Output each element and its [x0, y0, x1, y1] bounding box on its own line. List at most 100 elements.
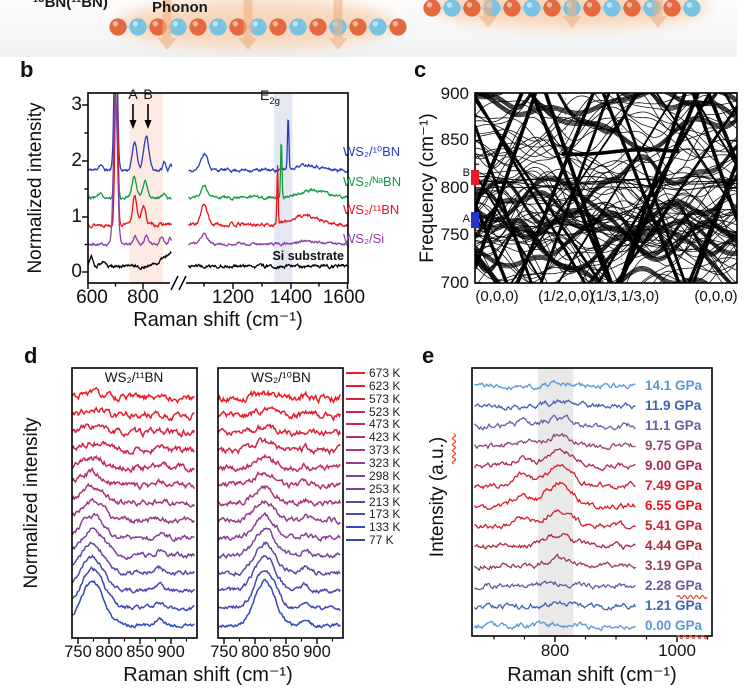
peak-A-annotation: A	[128, 86, 138, 102]
e2g-annotation: E2g	[260, 87, 280, 107]
phonon-band	[476, 93, 737, 116]
phonon-band	[475, 182, 737, 187]
series-label-si-substrate: Si substrate	[272, 249, 344, 263]
phonon-band	[475, 93, 737, 120]
phonon-band	[475, 218, 737, 268]
axis-tick-label: 900	[303, 643, 331, 661]
phonon-band	[475, 170, 737, 220]
legend-temperature-label: 173 K	[369, 507, 401, 522]
legend-color-line	[346, 513, 365, 516]
phonon-band	[475, 166, 737, 224]
phonon-band	[475, 156, 737, 223]
mode-marker-B-label: B	[462, 167, 470, 179]
legend-temperature-label: 77 K	[369, 533, 394, 548]
pressure-spectrum-curve	[473, 481, 636, 511]
raman-spectrum-curve	[187, 232, 348, 247]
phonon-band-strong	[475, 93, 737, 283]
series-label-ws2-11bn: WS₂/¹¹BN	[343, 202, 400, 217]
phonon-band	[528, 93, 737, 152]
plot-frame	[474, 92, 738, 284]
phonon-band	[475, 101, 737, 159]
legend-item: 423 K	[346, 430, 400, 444]
phonon-band	[475, 210, 737, 275]
phonon-band	[475, 200, 737, 283]
phonon-band	[475, 221, 737, 271]
phonon-band	[475, 222, 702, 283]
legend-temperature-label: 213 K	[369, 494, 401, 509]
phonon-band	[475, 175, 737, 258]
pressure-label: 9.00 GPa	[645, 458, 703, 473]
panel-e-y-axis-title: Intensity (a.u.)	[427, 436, 449, 558]
axis-tick-label: 900	[440, 84, 469, 104]
axis-break-gap	[170, 277, 186, 289]
phonon-band	[475, 221, 705, 283]
temperature-spectrum-curve	[218, 527, 341, 560]
phonon-band	[475, 93, 737, 153]
phonon-band	[475, 93, 737, 118]
pressure-spectrum-curve	[473, 414, 636, 431]
phonon-band	[475, 148, 737, 239]
phonon-band	[475, 93, 737, 159]
panel-c-y-axis-title: Frequency (cm⁻¹)	[417, 113, 439, 263]
pressure-label: 5.41 GPa	[645, 518, 703, 533]
phonon-band	[483, 93, 737, 113]
phonon-band	[475, 93, 737, 167]
temperature-spectrum-curve	[72, 527, 196, 561]
axis-tick-label: 900	[157, 643, 185, 661]
phonon-band	[481, 93, 737, 114]
legend-color-line	[346, 461, 365, 464]
phonon-band	[475, 166, 737, 255]
phonon-band	[625, 93, 737, 116]
phonon-band-strong	[475, 98, 737, 283]
subpanel-title-11bn: WS₂/¹¹BN	[104, 370, 164, 385]
panel-b-y-axis-title: Normalized intensity	[25, 102, 47, 274]
phonon-band	[475, 205, 737, 274]
pressure-label: 7.49 GPa	[645, 478, 703, 493]
phonon-band	[475, 93, 717, 132]
phonon-band	[529, 93, 737, 151]
axis-tick-label: (0,0,0)	[475, 288, 519, 305]
pressure-spectrum-curve	[474, 509, 636, 530]
phonon-band	[475, 95, 737, 150]
temperature-spectrum-curve	[218, 453, 341, 472]
legend-temperature-label: 473 K	[369, 417, 401, 432]
temperature-spectrum-curve	[218, 389, 342, 405]
temperature-spectrum-curve	[72, 440, 195, 456]
phonon-band	[530, 93, 737, 150]
phonon-band	[475, 198, 737, 239]
panel-d-x-axis-title: Raman shift (cm⁻¹)	[123, 664, 293, 686]
phonon-band	[475, 177, 737, 232]
temperature-spectrum-curve	[218, 484, 342, 507]
temperature-spectrum-curve	[72, 386, 195, 404]
legend-item: 298 K	[346, 469, 400, 483]
phonon-band	[475, 222, 737, 272]
phonon-band	[475, 93, 737, 118]
temperature-spectrum-curve	[218, 499, 341, 526]
panel-d-y-axis-title: Normalized intensity	[21, 417, 43, 589]
axis-tick-label: 800	[540, 641, 570, 660]
pressure-label: 6.55 GPa	[645, 498, 703, 513]
phonon-band	[475, 178, 737, 184]
phonon-band	[475, 202, 737, 270]
axis-tick-label: 750	[440, 225, 469, 245]
series-label-ws2-si: WS₂/Si	[343, 231, 385, 246]
axis-tick-label: (1/2,0,0)	[538, 288, 594, 305]
panel-d-chart	[71, 367, 344, 644]
panel-b-x-axis-title: Raman shift (cm⁻¹)	[133, 309, 303, 331]
axis-tick-label: 800	[95, 643, 123, 661]
phonon-band	[475, 216, 737, 283]
phonon-band	[475, 194, 737, 238]
pressure-spectrum-curve	[473, 620, 636, 632]
legend-item: 323 K	[346, 456, 400, 470]
raman-spectrum-curve	[188, 165, 348, 228]
temperature-spectrum-curve	[72, 579, 195, 629]
axis-tick-label: 1400	[269, 287, 313, 308]
phonon-band-strong	[475, 93, 737, 283]
pressure-spectrum-curve	[474, 398, 636, 411]
pressure-label: 3.19 GPa	[645, 558, 703, 573]
phonon-band	[475, 174, 737, 229]
temperature-spectrum-curve	[72, 512, 195, 543]
pressure-spectrum-curve	[473, 448, 636, 472]
